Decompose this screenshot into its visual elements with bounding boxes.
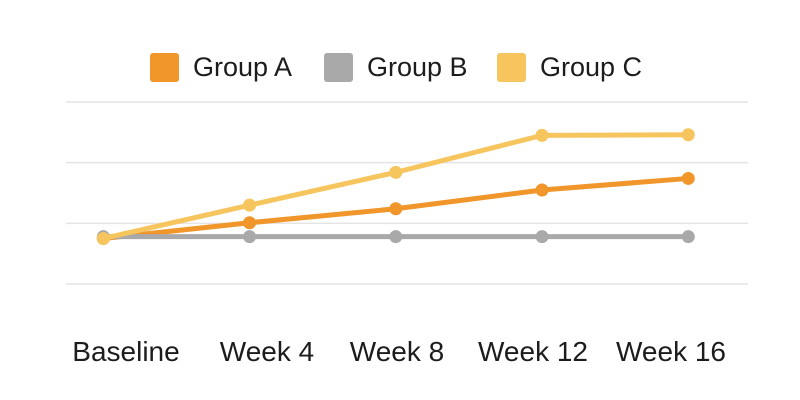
legend-label-group-c: Group C xyxy=(540,51,643,82)
data-point-group-c xyxy=(243,198,257,212)
data-point-group-a xyxy=(535,183,549,197)
data-point-group-a xyxy=(389,202,403,216)
legend-item-group-c: Group C xyxy=(497,52,642,82)
data-point-group-c xyxy=(681,128,695,142)
data-point-group-a xyxy=(243,216,257,230)
legend-label-group-a: Group A xyxy=(193,51,293,82)
legend-item-group-a: Group A xyxy=(150,52,292,82)
data-point-group-c xyxy=(535,128,549,142)
legend-item-group-b: Group B xyxy=(324,52,468,82)
data-point-group-b xyxy=(389,230,403,244)
data-point-group-b xyxy=(535,230,549,244)
data-point-group-b xyxy=(243,230,257,244)
chart-legend: Group A Group B Group C xyxy=(0,0,800,95)
legend-label-group-b: Group B xyxy=(367,51,468,82)
legend-swatch-group-b xyxy=(324,52,353,82)
data-point-group-c xyxy=(389,165,403,179)
legend-swatch-group-a xyxy=(150,52,179,82)
data-point-group-c xyxy=(96,232,110,245)
data-point-group-a xyxy=(681,171,695,185)
legend-swatch-group-c xyxy=(497,52,526,82)
data-point-group-b xyxy=(681,230,695,244)
